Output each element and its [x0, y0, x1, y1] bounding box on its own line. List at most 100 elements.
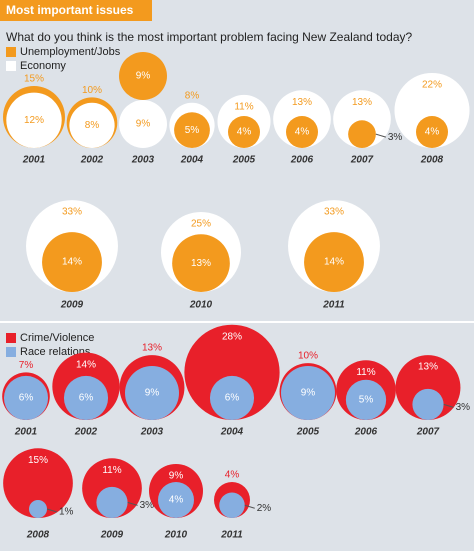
value-label: 5% — [185, 125, 200, 136]
bubble — [395, 355, 461, 421]
year-label: 2003 — [131, 155, 155, 166]
bubble — [3, 375, 49, 420]
value-label: 9% — [169, 471, 184, 482]
bubble — [158, 482, 194, 518]
year-label: 2002 — [80, 155, 104, 166]
value-label: 6% — [79, 393, 94, 404]
value-label: 1% — [59, 507, 74, 518]
value-label: 10% — [82, 85, 102, 96]
year-label: 2011 — [322, 300, 345, 311]
bubble — [209, 375, 255, 420]
bubble — [3, 448, 73, 518]
bubble — [286, 116, 318, 148]
value-label: 4% — [225, 470, 240, 481]
year-label: 2006 — [290, 155, 314, 166]
legend-label: Crime/Violence — [20, 332, 94, 344]
value-label: 12% — [24, 115, 44, 126]
value-label: 9% — [145, 388, 160, 399]
value-label: 13% — [352, 97, 372, 108]
legend-label: Race relations — [20, 346, 91, 358]
year-label: 2002 — [74, 427, 98, 438]
value-label: 13% — [418, 362, 438, 373]
legend-swatch — [6, 61, 16, 71]
value-label: 8% — [185, 90, 200, 101]
legend-label: Economy — [20, 60, 66, 72]
legend-label: Unemployment/Jobs — [20, 46, 121, 58]
year-label: 2001 — [22, 155, 46, 166]
year-label: 2009 — [100, 530, 124, 541]
value-label: 3% — [388, 132, 403, 143]
value-label: 2% — [257, 503, 272, 514]
title-bar — [0, 0, 152, 21]
bubble — [125, 366, 179, 420]
value-label: 9% — [136, 119, 151, 130]
leader-line — [443, 403, 454, 408]
year-label: 2007 — [416, 427, 440, 438]
value-label: 28% — [222, 331, 242, 342]
bubble — [333, 90, 391, 148]
bubble — [416, 116, 448, 148]
year-label: 2005 — [296, 427, 320, 438]
value-label: 13% — [142, 343, 162, 354]
value-label: 11% — [102, 465, 121, 476]
year-label: 2009 — [60, 300, 84, 311]
value-label: 33% — [62, 207, 82, 218]
value-label: 5% — [359, 395, 374, 406]
bubble — [42, 232, 102, 292]
bubble — [119, 100, 167, 148]
bubble — [29, 500, 47, 518]
bubble — [63, 375, 109, 420]
bubble — [394, 72, 470, 148]
legend-swatch — [6, 333, 16, 343]
bubble — [228, 116, 260, 148]
bubble — [219, 492, 245, 518]
leader-line — [46, 508, 58, 513]
value-label: 14% — [76, 359, 96, 370]
value-label: 14% — [324, 257, 344, 268]
bubble — [6, 92, 62, 148]
year-label: 2011 — [220, 530, 243, 541]
value-label: 13% — [292, 97, 312, 108]
value-label: 4% — [237, 127, 252, 138]
value-label: 22% — [422, 80, 442, 91]
value-label: 7% — [19, 360, 34, 371]
bubble — [172, 234, 230, 292]
page-title: Most important issues — [6, 3, 134, 17]
bubble — [345, 379, 387, 420]
value-label: 4% — [295, 127, 310, 138]
value-label: 4% — [169, 495, 184, 506]
value-label: 6% — [19, 393, 34, 404]
value-label: 33% — [324, 207, 344, 218]
year-label: 2010 — [164, 530, 188, 541]
value-label: 15% — [28, 455, 48, 466]
value-label: 10% — [298, 351, 318, 362]
bubble — [119, 52, 167, 100]
year-label: 2003 — [140, 427, 164, 438]
year-label: 2007 — [350, 155, 374, 166]
value-label: 14% — [62, 257, 82, 268]
value-label: 15% — [24, 74, 44, 85]
value-label: 8% — [85, 120, 100, 131]
year-label: 2010 — [189, 300, 213, 311]
bubble — [174, 112, 210, 148]
bubble — [69, 102, 115, 148]
bubble — [184, 324, 280, 420]
bubble — [412, 388, 444, 420]
value-label: 25% — [191, 219, 211, 230]
value-label: 11% — [234, 102, 253, 113]
year-label: 2001 — [14, 427, 38, 438]
leader-line — [375, 133, 387, 138]
value-label: 4% — [425, 127, 440, 138]
value-label: 3% — [456, 402, 471, 413]
value-label: 11% — [356, 367, 375, 378]
question: What do you think is the most important … — [6, 30, 413, 44]
value-label: 6% — [225, 393, 240, 404]
year-label: 2004 — [220, 427, 244, 438]
leader-line — [244, 504, 255, 509]
bubble — [304, 232, 364, 292]
year-label: 2008 — [420, 155, 444, 166]
year-label: 2006 — [354, 427, 378, 438]
value-label: 9% — [301, 388, 316, 399]
value-label: 9% — [136, 71, 151, 82]
